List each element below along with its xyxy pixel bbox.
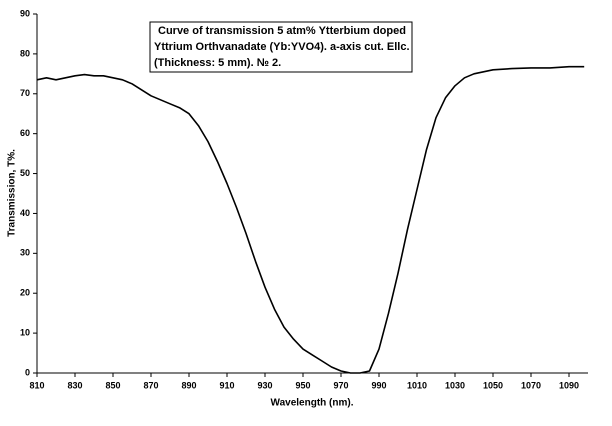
- annotation-line: Yttrium Orthvanadate (Yb:YVO4). a-axis c…: [154, 41, 410, 53]
- y-tick-label: 80: [20, 48, 30, 58]
- annotation-box: [149, 21, 413, 73]
- x-tick-label: 1090: [559, 380, 579, 390]
- y-tick-label: 0: [25, 367, 30, 377]
- y-tick-label: 30: [20, 248, 30, 258]
- y-tick-label: 90: [20, 8, 30, 18]
- y-tick-label: 20: [20, 288, 30, 298]
- x-tick-label: 930: [257, 380, 272, 390]
- x-tick-label: 990: [371, 380, 386, 390]
- annotation-line: (Thickness: 5 mm). № 2.: [154, 57, 281, 69]
- x-tick-label: 810: [29, 380, 44, 390]
- x-tick-label: 870: [143, 380, 158, 390]
- x-tick-label: 1030: [445, 380, 465, 390]
- x-axis-label: Wavelength (nm).: [271, 398, 354, 409]
- x-tick-label: 910: [219, 380, 234, 390]
- x-tick-label: 1070: [521, 380, 541, 390]
- x-tick-label: 850: [105, 380, 120, 390]
- x-tick-label: 890: [181, 380, 196, 390]
- y-tick-label: 50: [20, 168, 30, 178]
- x-tick-label: 830: [67, 380, 82, 390]
- y-axis-label: Transmission, T%.: [7, 149, 18, 237]
- x-tick-label: 1010: [407, 380, 427, 390]
- y-tick-label: 60: [20, 128, 30, 138]
- annotation-line: Curve of transmission 5 atm% Ytterbium d…: [158, 25, 406, 37]
- x-tick-label: 970: [333, 380, 348, 390]
- x-tick-label: 950: [295, 380, 310, 390]
- x-tick-label: 1050: [483, 380, 503, 390]
- y-tick-label: 10: [20, 327, 30, 337]
- y-tick-label: 40: [20, 208, 30, 218]
- line: [36, 65, 585, 374]
- y-tick-label: 70: [20, 88, 30, 98]
